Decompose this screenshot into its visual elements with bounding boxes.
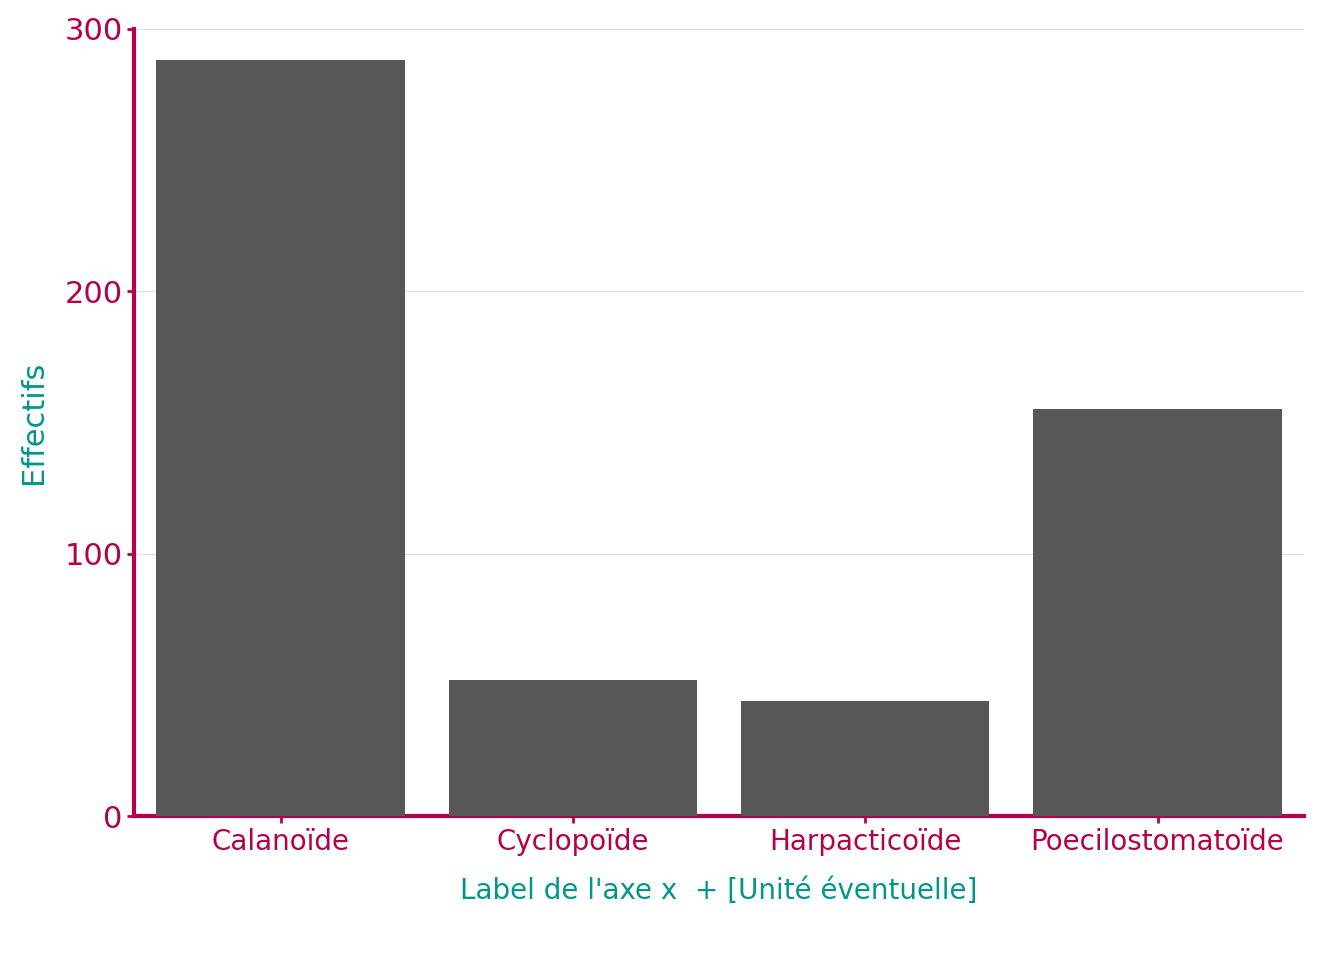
Bar bbox=[741, 701, 989, 816]
Bar bbox=[449, 680, 698, 816]
Y-axis label: Effectifs: Effectifs bbox=[19, 361, 47, 484]
Bar bbox=[156, 60, 405, 816]
X-axis label: Label de l'axe x  + [Unité éventuelle]: Label de l'axe x + [Unité éventuelle] bbox=[461, 876, 977, 904]
Bar bbox=[1034, 409, 1282, 816]
